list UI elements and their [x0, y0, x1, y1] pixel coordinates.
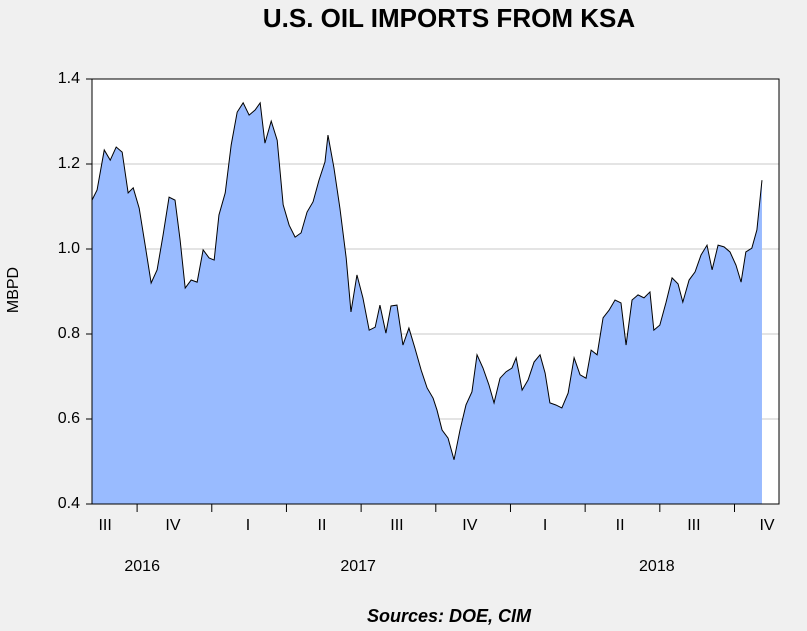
area-line: [91, 101, 763, 460]
x-tick-label: IV: [759, 517, 774, 534]
y-axis-label: MBPD: [5, 267, 22, 313]
area-fill: [92, 102, 762, 505]
year-label: 2018: [639, 558, 675, 575]
year-label: 2017: [340, 558, 376, 575]
y-tick-label: 1.0: [58, 240, 80, 257]
x-tick-label: III: [98, 517, 111, 534]
y-tick-label: 0.4: [58, 495, 80, 512]
x-tick-label: II: [318, 517, 327, 534]
chart-title: U.S. OIL IMPORTS FROM KSA: [263, 3, 635, 33]
year-label: 2016: [124, 558, 160, 575]
x-tick-label: I: [543, 517, 547, 534]
x-tick-label: III: [390, 517, 403, 534]
y-tick-label: 1.4: [58, 70, 80, 87]
x-tick-label: III: [687, 517, 700, 534]
y-tick-label: 0.8: [58, 325, 80, 342]
x-tick-label: IV: [462, 517, 477, 534]
source-note: Sources: DOE, CIM: [367, 606, 532, 626]
y-tick-label: 1.2: [58, 155, 80, 172]
y-tick-label: 0.6: [58, 410, 80, 427]
x-tick-label: I: [246, 517, 250, 534]
x-tick-label: IV: [165, 517, 180, 534]
x-tick-label: II: [616, 517, 625, 534]
